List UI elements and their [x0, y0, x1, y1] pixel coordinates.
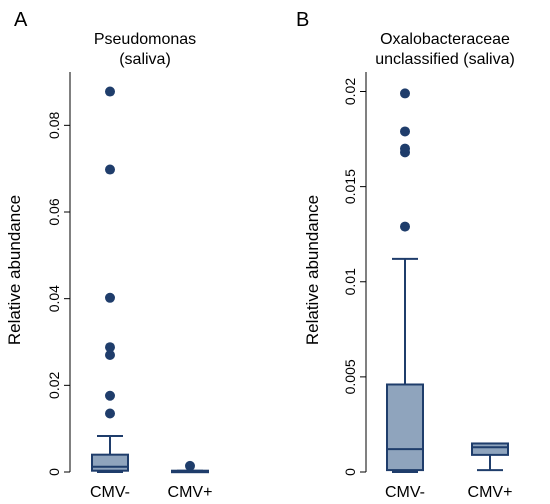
panel-a-title-line-1: Pseudomonas	[94, 31, 196, 48]
panel-a-y-tick-label: 0.08	[46, 111, 62, 138]
panel-a-box-cmv	[171, 460, 209, 474]
panel-a-outlier-point	[105, 292, 115, 303]
panel-a-outlier-point	[105, 390, 115, 401]
panel-a-outlier-point	[105, 164, 115, 175]
panel-b: B Oxalobacteraceae unclassified (saliva)…	[296, 9, 515, 501]
panel-a: A Pseudomonas (saliva) Relative abundanc…	[5, 9, 212, 501]
panel-a-box-cmv	[91, 86, 129, 473]
panel-a-title-line-2: (saliva)	[119, 51, 171, 68]
panel-b-y-tick-label: 0.01	[342, 268, 358, 295]
panel-a-y-axis-label: Relative abundance	[5, 195, 24, 345]
panel-letter-a: A	[14, 9, 28, 31]
panel-b-box-iqr	[386, 383, 424, 472]
panel-a-y-tick-label: 0	[46, 468, 62, 476]
panel-b-y-tick-label: 0.005	[342, 359, 358, 394]
panel-b-y-tick-label: 0.02	[342, 78, 358, 105]
panel-b-outlier-point	[400, 126, 410, 137]
panel-b-outlier-point	[400, 143, 410, 154]
panel-letter-b: B	[296, 9, 309, 31]
panel-b-y-axis: 0 0.005 0.01 0.015 0.02	[342, 72, 367, 476]
panel-b-box-cmv	[471, 442, 509, 472]
panel-b-title-line-2: unclassified (saliva)	[375, 51, 515, 68]
panel-b-box-iqr	[471, 442, 509, 456]
panel-b-outlier-point	[400, 221, 410, 232]
panel-a-outlier-point	[105, 86, 115, 97]
panel-b-x-axis: CMV- CMV+	[385, 484, 512, 501]
panel-a-y-axis: 0 0.02 0.04 0.06 0.08	[46, 72, 71, 476]
panel-b-y-axis-label: Relative abundance	[303, 195, 322, 345]
panel-a-outlier-point	[105, 408, 115, 419]
panel-a-x-axis: CMV- CMV+	[90, 484, 212, 501]
panel-b-y-tick-label: 0.015	[342, 169, 358, 204]
panel-a-outlier-point	[185, 460, 195, 471]
panel-a-y-tick-label: 0.02	[46, 371, 62, 398]
panel-a-boxes	[91, 86, 209, 474]
panel-a-x-category-label: CMV+	[168, 484, 213, 501]
panel-a-box-iqr	[91, 453, 129, 472]
panel-b-title-line-1: Oxalobacteraceae	[380, 31, 510, 48]
panel-a-x-category-label: CMV-	[90, 484, 130, 501]
panel-b-outlier-point	[400, 88, 410, 99]
panel-b-x-category-label: CMV-	[385, 484, 425, 501]
panel-a-y-tick-label: 0.06	[46, 198, 62, 225]
panel-b-x-category-label: CMV+	[468, 484, 513, 501]
panel-a-y-tick-label: 0.04	[46, 285, 62, 312]
panel-a-outlier-point	[105, 350, 115, 360]
panel-b-boxes	[386, 88, 509, 473]
panel-b-y-tick-label: 0	[342, 468, 358, 476]
panel-b-box-cmv	[386, 88, 424, 473]
panel-a-outlier-point	[105, 342, 115, 353]
